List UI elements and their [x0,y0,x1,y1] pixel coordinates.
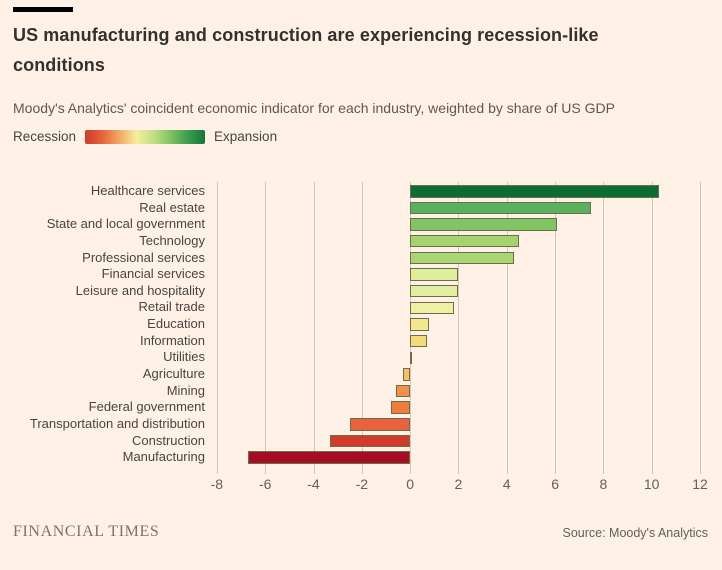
bar [410,351,413,364]
gridline [313,182,315,474]
bar [330,434,411,448]
x-tick-label: 10 [643,476,660,492]
gridline [506,182,508,474]
bar [395,384,411,398]
x-tick-label: 4 [502,476,511,492]
x-tick-label: 12 [692,476,708,492]
bar [402,368,411,381]
category-label: Mining [166,382,205,398]
category-label: Federal government [88,399,205,415]
x-tick-label: 6 [551,476,559,492]
bar [410,284,459,298]
category-label: Manufacturing [122,449,205,465]
bar [390,401,411,414]
gridline [555,182,557,474]
category-axis: Healthcare services Real estate State and … [0,183,205,466]
legend-gradient-swatch [85,129,206,144]
category-label: Real estate [139,199,205,215]
x-tick-label: 8 [599,476,608,492]
category-label: State and local government [46,216,205,232]
bar [410,201,592,215]
category-label: Agriculture [142,366,205,382]
bar [410,334,427,348]
bar [410,218,558,231]
category-label: Leisure and hospitality [75,282,205,298]
category-label: Retail trade [138,299,205,315]
gridline [700,182,701,474]
bar [410,268,459,281]
bar [248,451,411,464]
category-label: Education [147,316,205,332]
gridline [216,182,218,474]
x-tick-label: -4 [307,476,320,492]
legend-recession-label: Recession [13,129,77,144]
gridline [458,182,460,474]
x-tick-label: 0 [406,476,414,492]
category-label: Healthcare services [90,183,205,198]
category-label: Transportation and distribution [29,415,205,431]
x-tick-label: -8 [210,476,224,492]
x-tick-label: -6 [258,476,272,492]
bar [410,301,454,314]
chart-subtitle: Moody's Analytics' coincident economic i… [13,100,615,116]
ft-accent-bar [13,7,73,12]
chart-title: US manufacturing and construction are ex… [13,25,599,75]
bar [410,251,514,265]
legend-expansion-label: Expansion [214,129,278,144]
bar [410,185,659,198]
x-tick-label: 2 [454,476,463,492]
bar [410,234,519,248]
x-axis: -8 -6 -4 -2 0 2 4 6 8 10 12 [211,476,708,492]
category-label: Information [139,332,205,348]
color-legend: Recession Expansion [13,129,277,144]
gridline [651,182,653,474]
bar [349,418,411,431]
plot-area [212,182,708,474]
category-label: Utilities [163,349,205,365]
ft-logo-text: FINANCIAL TIMES [13,523,160,540]
bar [410,318,430,331]
gridline [603,182,605,474]
x-tick-label: -2 [355,476,369,492]
category-label: Financial services [101,266,205,282]
category-label: Construction [132,432,205,448]
gridline [265,182,267,474]
category-label: Professional services [82,249,205,265]
category-label: Technology [139,232,205,248]
source-credit: Source: Moody's Analytics [562,526,708,540]
gridline [361,182,363,474]
